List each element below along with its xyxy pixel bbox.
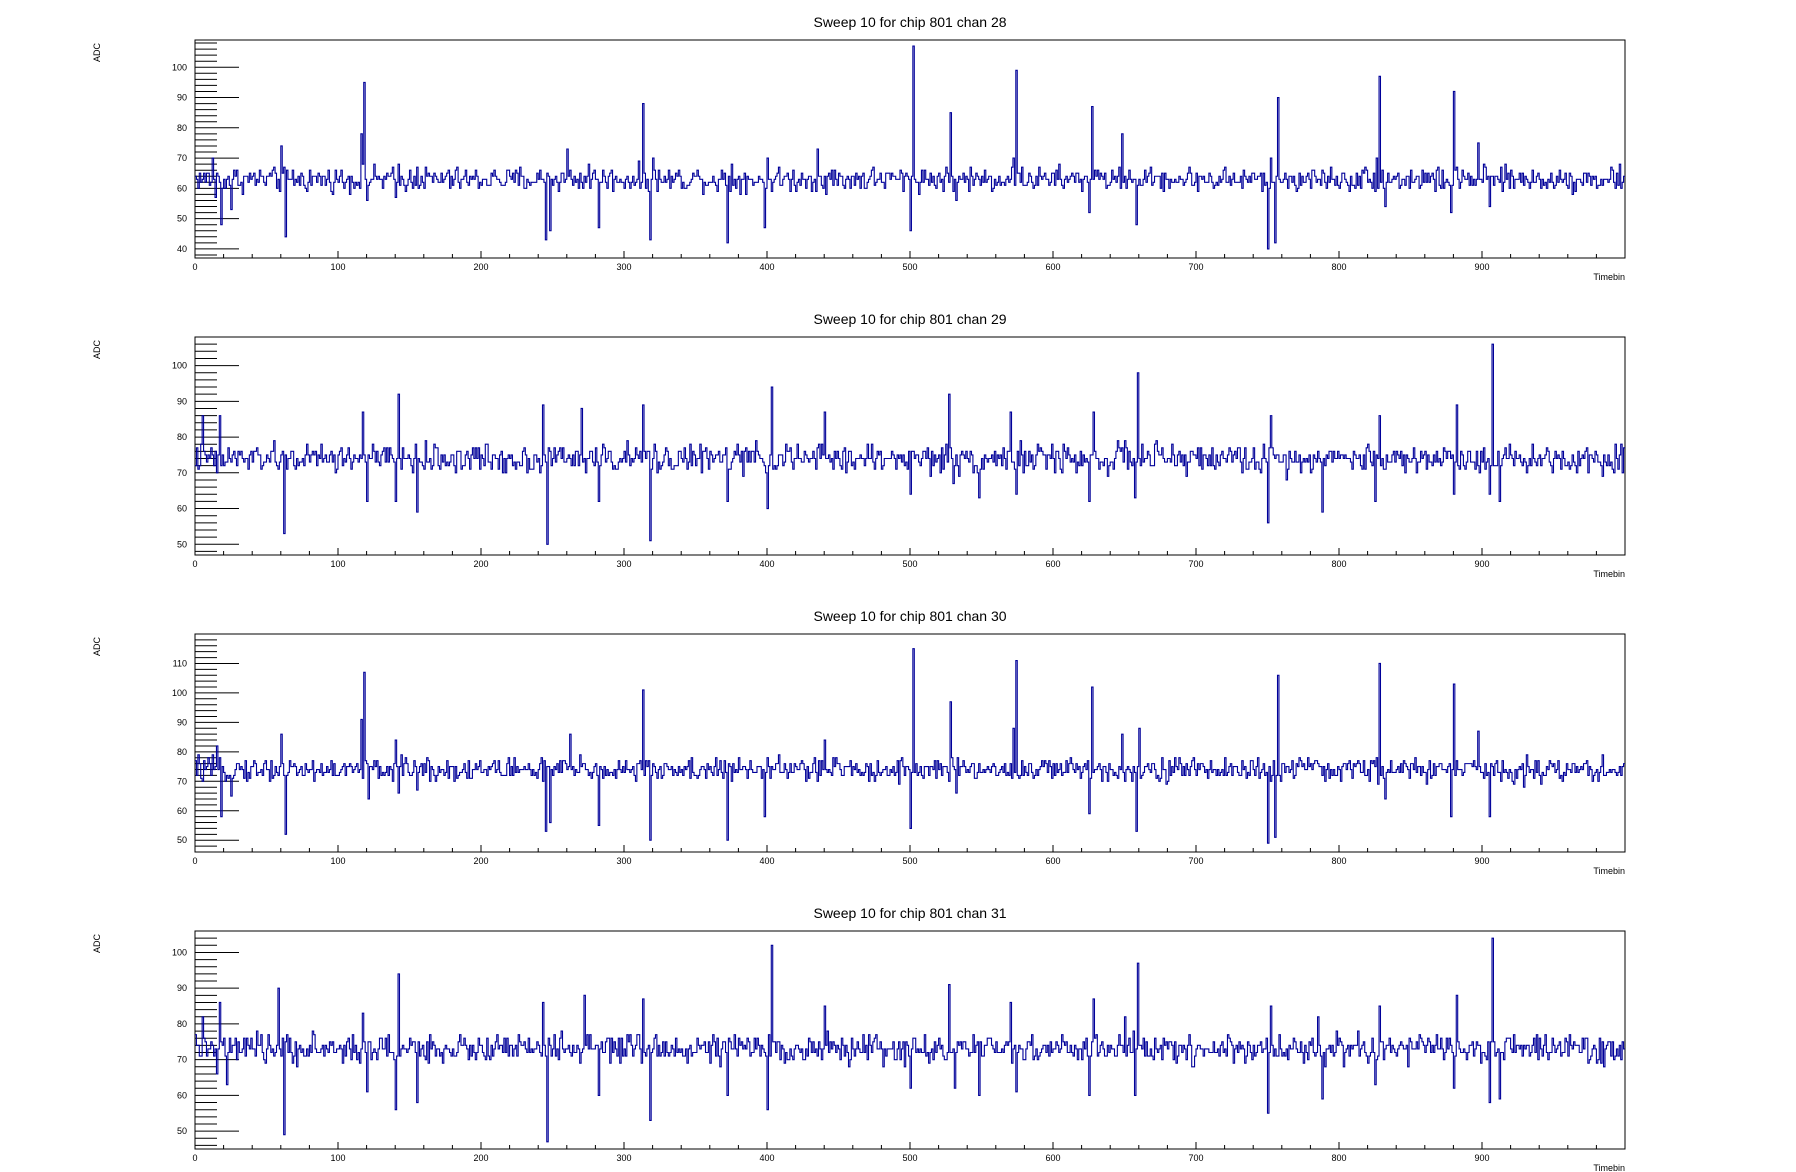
plot-frame [194,336,1626,556]
chart-panel-28: Sweep 10 for chip 801 chan 28 ADC Timebin 4… [92,14,1626,282]
x-tick-label: 100 [330,1153,345,1163]
x-tick-label: 800 [1331,856,1346,866]
x-tick-label: 200 [473,1153,488,1163]
x-tick-label: 0 [192,559,197,569]
y-axis-label: ADC [92,637,102,657]
x-tick-label: 600 [1045,1153,1060,1163]
y-tick-label: 90 [177,983,187,993]
x-tick-label: 100 [330,559,345,569]
y-tick-label: 80 [177,1019,187,1029]
y-tick-label: 60 [177,504,187,514]
y-tick-label: 70 [177,1055,187,1065]
y-tick-label: 100 [172,361,187,371]
x-tick-label: 500 [902,559,917,569]
x-tick-label: 200 [473,559,488,569]
chart-title: Sweep 10 for chip 801 chan 28 [813,14,1006,30]
x-tick-label: 400 [759,1153,774,1163]
y-axis-label: ADC [92,43,102,63]
x-tick-label: 700 [1188,856,1203,866]
x-tick-label: 200 [473,262,488,272]
adc-trace [195,648,1625,844]
y-tick-label: 100 [172,688,187,698]
y-tick-label: 50 [177,1126,187,1136]
y-tick-label: 90 [177,93,187,103]
x-tick-label: 300 [616,559,631,569]
x-tick-label: 900 [1474,262,1489,272]
y-tick-label: 60 [177,183,187,193]
x-tick-label: 300 [616,262,631,272]
x-tick-label: 500 [902,1153,917,1163]
x-tick-label: 200 [473,856,488,866]
y-tick-label: 50 [177,214,187,224]
y-tick-label: 60 [177,1090,187,1100]
adc-trace [195,937,1625,1143]
y-tick-label: 100 [172,947,187,957]
y-tick-label: 70 [177,153,187,163]
y-axis-label: ADC [92,934,102,954]
x-tick-label: 300 [616,1153,631,1163]
adc-trace [195,343,1625,545]
x-tick-label: 0 [192,262,197,272]
x-tick-label: 100 [330,856,345,866]
x-tick-label: 0 [192,1153,197,1163]
x-tick-label: 600 [1045,559,1060,569]
y-tick-label: 90 [177,717,187,727]
x-tick-label: 500 [902,856,917,866]
x-tick-label: 700 [1188,262,1203,272]
x-tick-label: 800 [1331,1153,1346,1163]
x-tick-label: 100 [330,262,345,272]
y-tick-label: 70 [177,776,187,786]
y-tick-label: 50 [177,539,187,549]
y-tick-label: 110 [173,658,187,668]
y-tick-label: 90 [177,396,187,406]
x-axis-label: Timebin [1593,866,1625,876]
x-axis-label: Timebin [1593,569,1625,579]
x-tick-label: 600 [1045,262,1060,272]
x-tick-label: 700 [1188,559,1203,569]
y-axis-label: ADC [92,340,102,360]
y-tick-label: 80 [177,432,187,442]
y-tick-label: 60 [177,806,187,816]
x-tick-label: 300 [616,856,631,866]
y-tick-label: 80 [177,747,187,757]
x-axis-label: Timebin [1593,1163,1625,1172]
chart-title: Sweep 10 for chip 801 chan 29 [813,311,1006,327]
x-tick-label: 600 [1045,856,1060,866]
x-tick-label: 800 [1331,262,1346,272]
y-tick-label: 70 [177,468,187,478]
chart-title: Sweep 10 for chip 801 chan 31 [813,905,1006,921]
chart-panel-31: Sweep 10 for chip 801 chan 31 ADC Timebin 5… [92,905,1626,1172]
x-tick-label: 400 [759,559,774,569]
y-tick-label: 40 [177,244,187,254]
x-tick-label: 900 [1474,1153,1489,1163]
y-tick-label: 80 [177,123,187,133]
x-tick-label: 500 [902,262,917,272]
x-tick-label: 800 [1331,559,1346,569]
adc-trace [195,45,1625,250]
x-tick-label: 400 [759,856,774,866]
chart-panel-30: Sweep 10 for chip 801 chan 30 ADC Timebin 5… [92,608,1626,876]
y-tick-label: 100 [172,62,187,72]
x-axis-label: Timebin [1593,272,1625,282]
x-tick-label: 0 [192,856,197,866]
x-tick-label: 700 [1188,1153,1203,1163]
x-tick-label: 900 [1474,559,1489,569]
chart-title: Sweep 10 for chip 801 chan 30 [813,608,1006,624]
x-tick-label: 900 [1474,856,1489,866]
y-tick-label: 50 [177,835,187,845]
chart-panel-29: Sweep 10 for chip 801 chan 29 ADC Timebin 5… [92,311,1626,579]
x-tick-label: 400 [759,262,774,272]
